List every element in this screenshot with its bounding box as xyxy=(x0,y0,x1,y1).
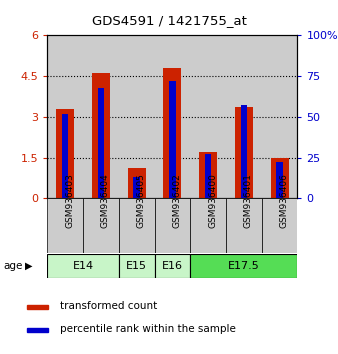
Bar xyxy=(62,114,68,198)
Bar xyxy=(27,305,48,309)
Text: E17.5: E17.5 xyxy=(228,261,260,271)
Bar xyxy=(92,73,110,198)
Bar xyxy=(154,254,190,278)
Bar xyxy=(271,158,289,198)
Bar xyxy=(154,198,190,253)
Bar xyxy=(235,107,253,198)
Bar xyxy=(164,68,181,198)
Bar xyxy=(47,254,119,278)
Bar xyxy=(262,35,297,198)
Bar xyxy=(190,254,297,278)
Text: E14: E14 xyxy=(72,261,94,271)
Bar xyxy=(190,198,226,253)
Bar xyxy=(134,177,140,198)
Bar xyxy=(47,198,83,253)
Text: GDS4591 / 1421755_at: GDS4591 / 1421755_at xyxy=(92,14,246,27)
Text: GSM936403: GSM936403 xyxy=(65,173,74,228)
Bar xyxy=(226,35,262,198)
Text: percentile rank within the sample: percentile rank within the sample xyxy=(60,324,236,335)
Bar xyxy=(47,35,83,198)
Bar xyxy=(154,35,190,198)
Bar xyxy=(199,152,217,198)
Text: GSM936401: GSM936401 xyxy=(244,173,253,228)
Bar xyxy=(205,154,211,198)
Text: E16: E16 xyxy=(162,261,183,271)
Bar xyxy=(190,35,226,198)
Text: GSM936402: GSM936402 xyxy=(172,173,182,228)
Text: E15: E15 xyxy=(126,261,147,271)
Bar xyxy=(27,328,48,332)
Text: transformed count: transformed count xyxy=(60,301,157,311)
Bar xyxy=(98,87,104,198)
Text: GSM936406: GSM936406 xyxy=(280,173,289,228)
Bar xyxy=(83,198,119,253)
Bar xyxy=(128,169,146,198)
Bar xyxy=(241,105,247,198)
Bar xyxy=(119,198,154,253)
Bar xyxy=(119,35,154,198)
Text: GSM936404: GSM936404 xyxy=(101,173,110,228)
Text: GSM936405: GSM936405 xyxy=(137,173,146,228)
Bar xyxy=(83,35,119,198)
Bar xyxy=(56,109,74,198)
Text: ▶: ▶ xyxy=(25,261,33,271)
Text: GSM936400: GSM936400 xyxy=(208,173,217,228)
Bar xyxy=(119,254,154,278)
Bar xyxy=(262,198,297,253)
Bar xyxy=(226,198,262,253)
Text: age: age xyxy=(3,261,23,271)
Bar xyxy=(276,162,283,198)
Bar xyxy=(169,81,176,198)
